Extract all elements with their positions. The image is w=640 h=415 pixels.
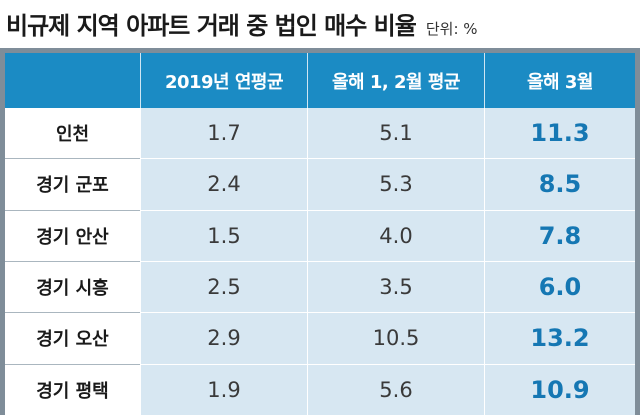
row-label: 경기 시흥 — [5, 260, 140, 313]
table-cell: 5.6 — [307, 363, 484, 415]
table-cell: 4.0 — [307, 209, 484, 261]
table-cell: 10.5 — [307, 312, 484, 364]
header-corner — [5, 53, 140, 108]
table-cell: 2.4 — [140, 158, 307, 210]
table-cell-highlight: 11.3 — [484, 108, 635, 159]
table-cell-highlight: 7.8 — [484, 209, 635, 261]
table-cell: 1.7 — [140, 108, 307, 159]
table-cell: 2.9 — [140, 312, 307, 364]
table-cell: 2.5 — [140, 260, 307, 313]
row-label: 경기 안산 — [5, 209, 140, 261]
header-row: 2019년 연평균 올해 1, 2월 평균 올해 3월 — [5, 53, 635, 108]
title-row: 비규제 지역 아파트 거래 중 법인 매수 비율 단위: % — [6, 6, 478, 46]
table-cell-highlight: 6.0 — [484, 260, 635, 313]
table-cell-highlight: 13.2 — [484, 312, 635, 364]
row-label: 인천 — [5, 108, 140, 159]
table-row: 경기 시흥 2.5 3.5 6.0 — [5, 260, 635, 313]
column-header: 올해 1, 2월 평균 — [307, 53, 484, 108]
row-label: 경기 평택 — [5, 363, 140, 415]
column-header: 2019년 연평균 — [140, 53, 307, 108]
table-cell: 1.5 — [140, 209, 307, 261]
column-header: 올해 3월 — [484, 53, 635, 108]
unit-label: 단위: % — [425, 20, 478, 38]
data-table: 2019년 연평균 올해 1, 2월 평균 올해 3월 인천 1.7 5.1 1… — [5, 53, 635, 415]
table-cell: 1.9 — [140, 363, 307, 415]
table-row: 경기 안산 1.5 4.0 7.8 — [5, 209, 635, 261]
table-cell: 5.3 — [307, 158, 484, 210]
table-cell-highlight: 8.5 — [484, 158, 635, 210]
table-cell: 5.1 — [307, 108, 484, 159]
table-cell: 3.5 — [307, 260, 484, 313]
table-row: 경기 평택 1.9 5.6 10.9 — [5, 363, 635, 415]
table-frame: 2019년 연평균 올해 1, 2월 평균 올해 3월 인천 1.7 5.1 1… — [0, 48, 640, 415]
table-cell-highlight: 10.9 — [484, 363, 635, 415]
row-label: 경기 오산 — [5, 312, 140, 364]
table-row: 경기 오산 2.9 10.5 13.2 — [5, 312, 635, 364]
table-row: 경기 군포 2.4 5.3 8.5 — [5, 158, 635, 210]
table-row: 인천 1.7 5.1 11.3 — [5, 108, 635, 159]
row-label: 경기 군포 — [5, 158, 140, 210]
chart-title: 비규제 지역 아파트 거래 중 법인 매수 비율 — [6, 12, 417, 40]
